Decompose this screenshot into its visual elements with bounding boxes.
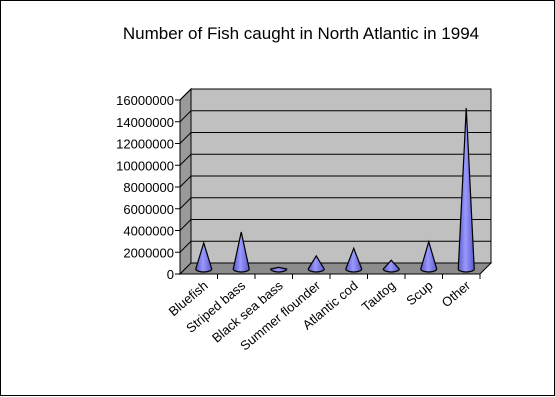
- cone-body: [307, 254, 325, 273]
- y-tick-label: 12000000: [116, 137, 174, 152]
- cone-body: [382, 259, 400, 273]
- gridline-side: [179, 153, 192, 166]
- cone-mark: [345, 246, 363, 273]
- cone-body: [420, 239, 438, 273]
- cone-mark: [270, 266, 288, 273]
- y-tick-label: 4000000: [123, 224, 174, 239]
- y-tick-label: 2000000: [123, 245, 174, 260]
- cone-mark: [232, 231, 250, 273]
- y-tick-label: 14000000: [116, 115, 174, 130]
- gridline-side: [179, 219, 192, 231]
- gridline-side: [179, 110, 192, 123]
- x-category-label: Scup: [403, 278, 435, 309]
- cone-mark: [307, 254, 325, 273]
- cone-body: [232, 231, 250, 273]
- x-category-label: Other: [439, 277, 474, 310]
- x-category-label: Tautog: [359, 278, 399, 315]
- y-tick-label: 10000000: [116, 158, 174, 173]
- gridline-side: [179, 175, 192, 188]
- cone-body: [270, 266, 288, 273]
- gridline-side: [179, 132, 192, 144]
- cone-body: [345, 246, 363, 273]
- cone-mark: [382, 259, 400, 273]
- cone-body: [195, 240, 213, 273]
- plot-walls: [178, 87, 493, 276]
- gridlines: [179, 88, 491, 253]
- cone-mark: [195, 240, 213, 273]
- gridline-side: [179, 88, 192, 101]
- y-tick-label: 6000000: [123, 202, 174, 217]
- y-axis-tick-labels: 16000000 14000000 12000000 10000000 8000000 6…: [116, 93, 180, 282]
- chart-title: Number of Fish caught in North Atlantic …: [123, 24, 479, 43]
- y-tick-label: 0: [167, 267, 174, 282]
- data-marks: [195, 108, 475, 273]
- floor: [178, 262, 493, 275]
- cone-mark: [457, 108, 475, 273]
- y-tick-label: 8000000: [123, 180, 174, 195]
- cone-mark: [420, 239, 438, 273]
- cone-body: [457, 108, 475, 273]
- gridline-side: [179, 197, 192, 210]
- y-tick-label: 16000000: [116, 93, 174, 108]
- gridline-side: [179, 240, 192, 253]
